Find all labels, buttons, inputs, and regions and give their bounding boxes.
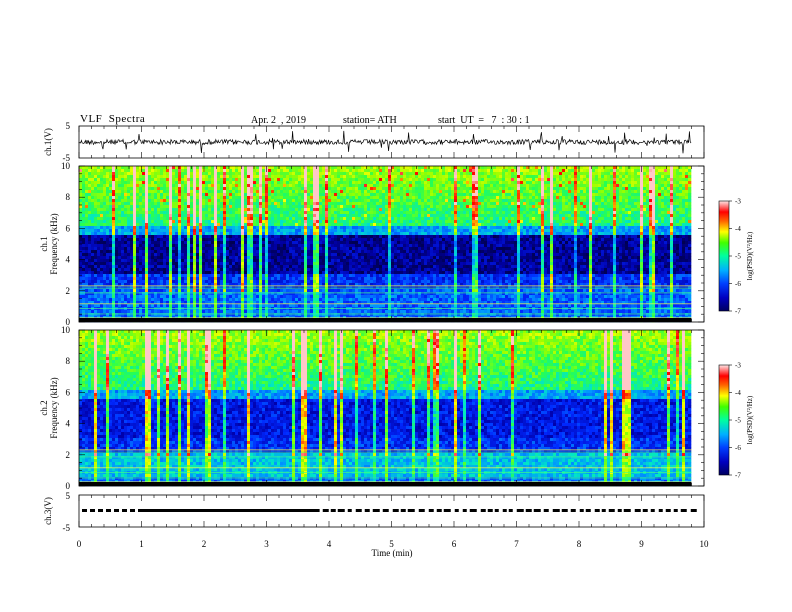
ch3-ylabel: ch.3(V)	[43, 497, 53, 525]
x-tick-label: 4	[327, 539, 332, 549]
ch2-spectrogram-panel: 0 2 4 6 8 10 ch.2 Frequency (kHz)	[39, 325, 705, 491]
frequency-tick-label: 6	[66, 387, 71, 397]
frequency-tick-label: 6	[66, 223, 71, 233]
ch3-signal-line	[82, 509, 697, 512]
frequency-tick-label: 8	[66, 192, 71, 202]
colorbar-tick-label: -6	[735, 444, 741, 452]
ch3-ytick-top: 5	[66, 491, 71, 501]
x-axis-tick-labels: 0 1 2 3 4 5 6 7 8 9 10	[77, 539, 709, 549]
ch3-signal-panel: 5 -5 ch.3(V)	[43, 491, 705, 533]
frequency-tick-label: 4	[66, 255, 71, 265]
chart-title: VLF Spectra	[80, 113, 145, 125]
x-tick-label: 3	[264, 539, 269, 549]
ch3-ytick-bottom: -5	[63, 523, 71, 533]
start-time-label: start UT = 7 : 30 : 1	[438, 115, 530, 126]
frequency-tick-label: 4	[66, 419, 71, 429]
ch1-ytick-bottom: -5	[63, 153, 71, 163]
x-tick-label: 2	[202, 539, 207, 549]
colorbar-tick-label: -6	[735, 280, 741, 288]
ch1-channel-label: ch.1	[39, 236, 49, 251]
frequency-tick-label: 0	[66, 481, 71, 491]
colorbar-tick-label: -4	[735, 389, 741, 397]
colorbar-tick-label: -7	[735, 308, 741, 316]
frequency-tick-label: 8	[66, 356, 71, 366]
x-tick-label: 6	[452, 539, 457, 549]
ch1-waveform-line	[78, 130, 692, 154]
x-tick-label: 7	[514, 539, 519, 549]
ch1-colorbar: -3 -4 -5 -6 -7 log(PSD)(V²/Hz)	[718, 198, 754, 316]
ch2-frequency-label: Frequency (kHz)	[49, 377, 59, 438]
station-label: station= ATH	[343, 115, 397, 126]
ch1-spectrogram-image	[79, 166, 704, 323]
ch1-waveform-panel: 5 -5 ch.1(V)	[43, 121, 705, 163]
colorbar-tick-label: -3	[735, 198, 741, 206]
frequency-tick-label: 10	[61, 161, 71, 171]
x-tick-label: 9	[639, 539, 644, 549]
colorbar-tick-label: -7	[735, 472, 741, 480]
ch2-channel-label: ch.2	[39, 400, 49, 415]
x-tick-label: 10	[700, 539, 710, 549]
x-tick-label: 1	[139, 539, 144, 549]
ch1-spectrogram-panel: 0 2 4 6 8 10 ch.1 Frequency (kHz)	[39, 161, 705, 327]
colorbar-tick-label: -5	[735, 417, 741, 425]
x-tick-label: 8	[577, 539, 582, 549]
frequency-tick-label: 2	[66, 286, 71, 296]
ch2-colorbar: -3 -4 -5 -6 -7 log(PSD)(V²/Hz)	[718, 362, 754, 480]
frequency-tick-label: 2	[66, 450, 71, 460]
frequency-tick-label: 0	[66, 317, 71, 327]
frequency-tick-label: 10	[61, 325, 71, 335]
ch1-ylabel: ch.1(V)	[43, 128, 53, 156]
ch2-colorbar-label: log(PSD)(V²/Hz)	[746, 395, 754, 444]
colorbar-tick-label: -4	[735, 225, 741, 233]
ch1-frequency-label: Frequency (kHz)	[49, 213, 59, 274]
colorbar-tick-label: -5	[735, 253, 741, 261]
x-tick-label: 5	[389, 539, 394, 549]
colorbar-tick-label: -3	[735, 362, 741, 370]
ch1-colorbar-label: log(PSD)(V²/Hz)	[746, 231, 754, 280]
ch2-spectrogram-image	[79, 330, 704, 487]
ch1-ytick-top: 5	[66, 121, 71, 131]
date-label: Apr. 2 , 2019	[251, 115, 306, 126]
x-axis-label: Time (min)	[372, 548, 413, 558]
x-tick-label: 0	[77, 539, 82, 549]
